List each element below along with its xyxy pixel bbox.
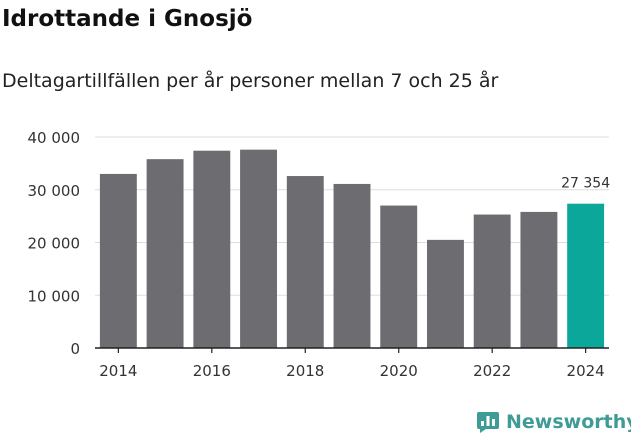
- bar: [193, 150, 231, 348]
- y-tick-label: 30 000: [28, 182, 81, 200]
- bar: [426, 239, 464, 348]
- bar-chart-logo-icon: [477, 412, 499, 433]
- bar: [99, 173, 137, 348]
- bar: [380, 205, 418, 348]
- y-tick-label: 40 000: [28, 129, 81, 147]
- bar: [240, 149, 278, 348]
- data-label: 27 354: [561, 176, 610, 192]
- bar: [146, 159, 184, 348]
- bar: [286, 176, 324, 348]
- bar: [473, 214, 511, 348]
- bar: [520, 211, 558, 348]
- bar: [333, 183, 371, 348]
- x-tick-label: 2018: [286, 362, 324, 380]
- chart-title: Idrottande i Gnosjö: [2, 6, 253, 32]
- brand-name: Newsworthy: [506, 411, 631, 433]
- x-tick-label: 2022: [473, 362, 511, 380]
- chart-subtitle: Deltagartillfällen per år personer mella…: [2, 70, 499, 92]
- y-tick-label: 20 000: [28, 235, 81, 253]
- y-tick-label: 0: [70, 340, 80, 358]
- x-tick-label: 2024: [567, 362, 605, 380]
- bar: [567, 203, 605, 348]
- x-tick-label: 2020: [380, 362, 418, 380]
- x-tick-label: 2016: [193, 362, 231, 380]
- x-tick-label: 2014: [99, 362, 137, 380]
- bar-chart: 0 10 000 20 000 30 000 40 000 2014 2016 2018 202…: [28, 129, 611, 380]
- y-tick-label: 10 000: [28, 287, 81, 305]
- brand-logo: Newsworthy: [476, 408, 631, 436]
